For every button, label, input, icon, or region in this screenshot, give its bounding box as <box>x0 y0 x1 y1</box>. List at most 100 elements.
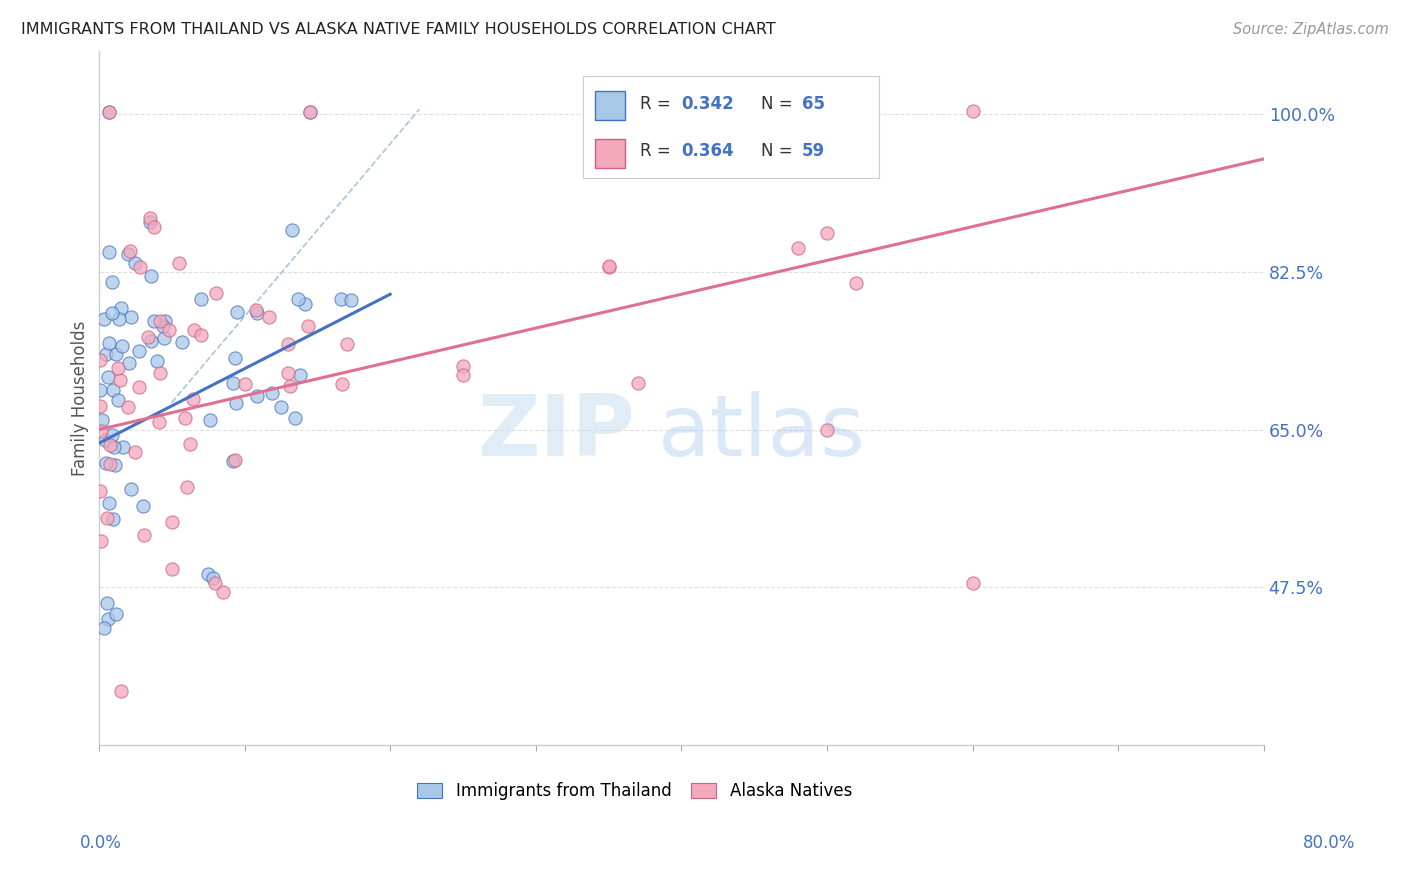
Text: N =: N = <box>761 142 797 160</box>
Text: R =: R = <box>640 142 676 160</box>
Point <box>198 413 221 427</box>
Point <box>96 510 118 524</box>
Point <box>222 376 245 390</box>
Point <box>108 374 131 388</box>
Point <box>124 255 146 269</box>
Point <box>139 215 162 229</box>
Point <box>257 310 280 324</box>
Point <box>101 512 124 526</box>
Point <box>183 323 205 337</box>
Point <box>211 585 233 599</box>
Point <box>89 483 111 498</box>
Text: 0.0%: 0.0% <box>80 834 122 852</box>
Text: R =: R = <box>640 95 676 112</box>
Point <box>598 260 620 275</box>
Point <box>299 105 322 120</box>
Point <box>143 219 166 234</box>
Point <box>294 297 316 311</box>
Legend: Immigrants from Thailand, Alaska Natives: Immigrants from Thailand, Alaska Natives <box>411 775 859 806</box>
Point <box>160 515 183 529</box>
Point <box>97 370 120 384</box>
Point <box>157 323 180 337</box>
Point <box>89 353 111 368</box>
Point <box>93 312 115 326</box>
Point <box>335 336 357 351</box>
Point <box>153 314 176 328</box>
Point <box>270 400 292 414</box>
FancyBboxPatch shape <box>595 139 624 168</box>
Point <box>110 684 132 698</box>
Point <box>181 392 204 407</box>
Point <box>90 424 112 438</box>
Point <box>786 241 808 255</box>
Point <box>120 310 142 324</box>
Text: 0.342: 0.342 <box>681 95 734 112</box>
Point <box>226 305 249 319</box>
Text: 65: 65 <box>801 95 825 112</box>
Point <box>451 368 474 383</box>
Point <box>197 566 219 581</box>
Point <box>246 389 269 403</box>
Point <box>222 453 245 467</box>
Point <box>278 379 301 393</box>
Point <box>103 440 125 454</box>
Text: ZIP: ZIP <box>477 392 634 475</box>
Point <box>98 105 121 120</box>
Point <box>815 226 838 240</box>
Point <box>627 376 650 390</box>
Point <box>132 528 155 542</box>
Point <box>128 380 150 394</box>
Point <box>598 259 620 273</box>
Y-axis label: Family Households: Family Households <box>72 320 89 475</box>
Point <box>107 360 129 375</box>
Point <box>128 260 150 275</box>
Point <box>101 383 124 397</box>
Point <box>167 255 190 269</box>
Point <box>90 534 112 549</box>
Point <box>281 222 304 236</box>
Point <box>287 292 309 306</box>
Point <box>330 376 353 391</box>
Point <box>96 596 118 610</box>
Point <box>246 306 269 320</box>
Point <box>128 343 150 358</box>
Point <box>117 246 139 260</box>
Point <box>139 211 162 225</box>
Point <box>179 437 201 451</box>
Point <box>96 347 118 361</box>
Point <box>152 319 174 334</box>
Point <box>201 571 224 585</box>
Point <box>224 351 246 365</box>
Point <box>101 427 124 442</box>
Point <box>233 377 256 392</box>
Point <box>146 354 169 368</box>
Point <box>112 440 135 454</box>
Text: 0.364: 0.364 <box>681 142 734 160</box>
Point <box>136 330 159 344</box>
Point <box>94 456 117 470</box>
Point <box>89 399 111 413</box>
Point <box>110 301 132 315</box>
Point <box>141 334 163 348</box>
Text: IMMIGRANTS FROM THAILAND VS ALASKA NATIVE FAMILY HOUSEHOLDS CORRELATION CHART: IMMIGRANTS FROM THAILAND VS ALASKA NATIV… <box>21 22 776 37</box>
Text: 59: 59 <box>801 142 825 160</box>
Point <box>205 285 228 300</box>
Point <box>141 268 163 283</box>
Point <box>262 386 284 401</box>
Point <box>190 327 212 342</box>
Point <box>98 496 121 510</box>
Point <box>98 245 121 260</box>
Text: 80.0%: 80.0% <box>1302 834 1355 852</box>
Text: N =: N = <box>761 95 797 112</box>
Point <box>160 562 183 576</box>
Point <box>149 366 172 380</box>
Point <box>225 395 247 409</box>
Point <box>172 334 194 349</box>
Point <box>284 411 307 425</box>
Point <box>101 275 124 289</box>
Point <box>962 575 984 590</box>
Point <box>98 437 121 451</box>
Point <box>340 293 363 307</box>
Point <box>118 356 141 370</box>
Point <box>93 433 115 447</box>
